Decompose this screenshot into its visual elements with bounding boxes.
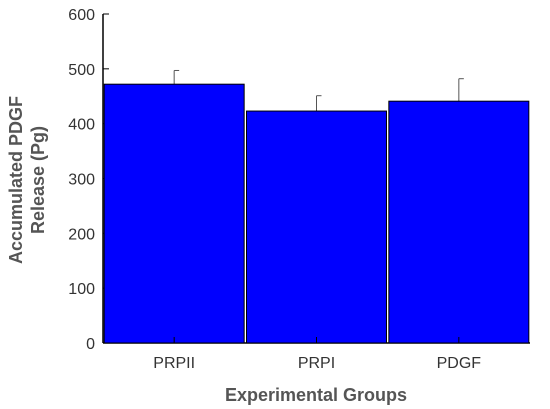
bar-pdgf — [388, 100, 530, 344]
x-axis-title: Experimental Groups — [225, 385, 407, 405]
y-axis-title: Accumulated PDGF Release (Pg) — [6, 96, 48, 264]
x-tick-label: PRPII — [153, 355, 195, 372]
x-tick-label: PRPI — [298, 355, 335, 372]
y-tick-label: 300 — [68, 172, 95, 189]
y-axis-title-line-2: Release (Pg) — [28, 126, 48, 234]
bar-prpi — [246, 110, 387, 344]
y-axis-title-line-1: Accumulated PDGF — [6, 96, 26, 264]
x-tick-label: PDGF — [437, 355, 482, 372]
y-tick-label: 400 — [68, 117, 95, 134]
y-tick-label: 600 — [68, 7, 95, 24]
y-tick-label: 500 — [68, 62, 95, 79]
plot-area: 0 100 200 300 400 500 600 PRPII PRPI PDGF — [68, 7, 530, 372]
bar-prpii — [103, 83, 245, 344]
y-tick-label: 200 — [68, 226, 95, 243]
y-tick-label: 0 — [86, 336, 95, 353]
y-tick-label: 100 — [68, 281, 95, 298]
